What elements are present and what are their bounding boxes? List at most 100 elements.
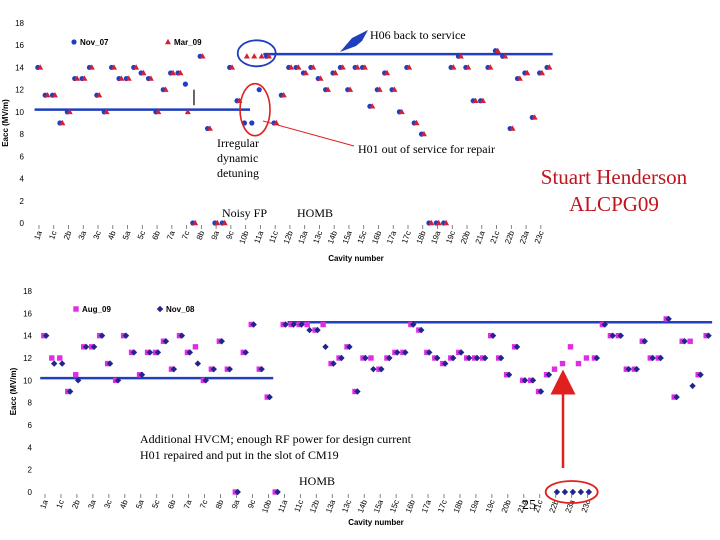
data-point xyxy=(170,365,178,373)
data-point xyxy=(192,219,199,226)
data-point xyxy=(96,92,103,98)
x-tick-label: 13c xyxy=(340,499,353,514)
data-point xyxy=(320,321,326,328)
data-point xyxy=(88,64,95,70)
data-point xyxy=(524,69,531,76)
annotation-noisy-fp: Noisy FP xyxy=(222,206,268,220)
data-point xyxy=(274,488,281,496)
data-point xyxy=(314,326,321,334)
x-tick-label: 14b xyxy=(326,229,339,245)
chart-overlays xyxy=(193,30,599,504)
data-point xyxy=(398,108,405,115)
y-tick-label: 0 xyxy=(20,219,25,228)
data-point xyxy=(114,377,122,384)
data-point xyxy=(583,355,590,361)
data-point xyxy=(265,53,272,59)
data-point xyxy=(90,343,98,351)
x-tick-label: 2b xyxy=(70,498,82,510)
x-tick-label: 6b xyxy=(150,229,162,241)
annotation-h06-back-to-service: H06 back to service xyxy=(370,28,466,42)
data-point xyxy=(428,219,435,226)
x-tick-label: 19c xyxy=(444,230,457,245)
data-point xyxy=(140,69,147,76)
data-point xyxy=(306,326,313,334)
data-point xyxy=(332,69,339,76)
x-tick-label: 12b xyxy=(308,498,321,514)
x-tick-label: 7c xyxy=(198,499,209,510)
data-point xyxy=(480,97,486,103)
data-point xyxy=(384,69,391,76)
data-point xyxy=(338,354,345,362)
data-point xyxy=(81,75,88,81)
data-point xyxy=(369,103,376,109)
data-point xyxy=(82,343,90,351)
credit-event: ALCPG09 xyxy=(569,192,659,216)
data-point xyxy=(330,360,337,367)
data-point xyxy=(310,64,317,70)
x-tick-label: 19a xyxy=(429,229,442,245)
data-point xyxy=(402,349,409,356)
data-point xyxy=(513,343,521,351)
data-point xyxy=(226,365,233,373)
x-tick-label: 17a xyxy=(385,229,398,245)
data-point xyxy=(206,125,213,131)
x-tick-label: 19c xyxy=(484,499,497,514)
data-point xyxy=(625,365,632,373)
data-point xyxy=(487,64,494,70)
data-point xyxy=(420,130,427,137)
data-point xyxy=(521,377,529,384)
data-point xyxy=(177,69,184,76)
data-point xyxy=(229,64,236,70)
x-tick-label: 21c xyxy=(489,230,502,245)
data-point xyxy=(494,47,501,53)
data-point xyxy=(298,321,305,328)
x-tick-label: 1c xyxy=(47,230,58,241)
x-tick-label: 14b xyxy=(356,498,369,514)
data-point xyxy=(406,64,413,70)
x-tick-label: 12b xyxy=(282,229,295,245)
credit-name: Stuart Henderson xyxy=(540,165,688,189)
annotation-h01-repaired: H01 repaired and put in the slot of CM19 xyxy=(140,448,339,462)
x-tick-label: 3c xyxy=(92,230,103,241)
data-point xyxy=(633,365,640,373)
data-point xyxy=(111,64,117,70)
data-point xyxy=(539,69,546,76)
data-point xyxy=(546,64,553,70)
data-point xyxy=(465,354,473,362)
data-point xyxy=(472,97,479,103)
x-tick-label: 15a xyxy=(372,498,385,514)
data-point xyxy=(413,119,420,126)
data-point xyxy=(147,75,154,81)
data-point xyxy=(146,349,154,356)
x-tick-label: 22b xyxy=(503,229,516,245)
x-tick-label: 10b xyxy=(260,498,273,514)
data-point xyxy=(368,355,374,361)
legend-marker xyxy=(73,306,79,312)
data-point xyxy=(103,108,110,115)
data-point xyxy=(256,87,262,93)
x-tick-label: 7a xyxy=(182,498,194,510)
x-tick-label: 21a xyxy=(474,229,487,245)
data-point xyxy=(457,53,464,59)
y-tick-label: 4 xyxy=(20,175,25,184)
x-tick-label: 17c xyxy=(436,499,449,514)
x-tick-label: 1a xyxy=(32,229,44,241)
data-point xyxy=(249,120,255,126)
y-tick-label: 2 xyxy=(20,197,25,206)
data-point xyxy=(585,488,593,496)
data-point xyxy=(106,360,114,367)
data-point xyxy=(251,53,258,59)
x-tick-label: 3c xyxy=(102,499,113,510)
data-point xyxy=(705,332,712,339)
x-tick-label: 18b xyxy=(415,229,428,245)
y-tick-label: 12 xyxy=(15,86,24,95)
x-tick-label: 21a xyxy=(516,498,529,514)
data-point xyxy=(426,349,433,356)
data-point xyxy=(443,219,450,226)
data-point xyxy=(74,75,81,81)
annotation-irregular-detuning: Irregular dynamic detuning xyxy=(217,136,259,180)
x-tick-label: 4b xyxy=(118,498,130,510)
x-tick-label: 15c xyxy=(356,230,369,245)
y-tick-label: 4 xyxy=(28,443,33,452)
